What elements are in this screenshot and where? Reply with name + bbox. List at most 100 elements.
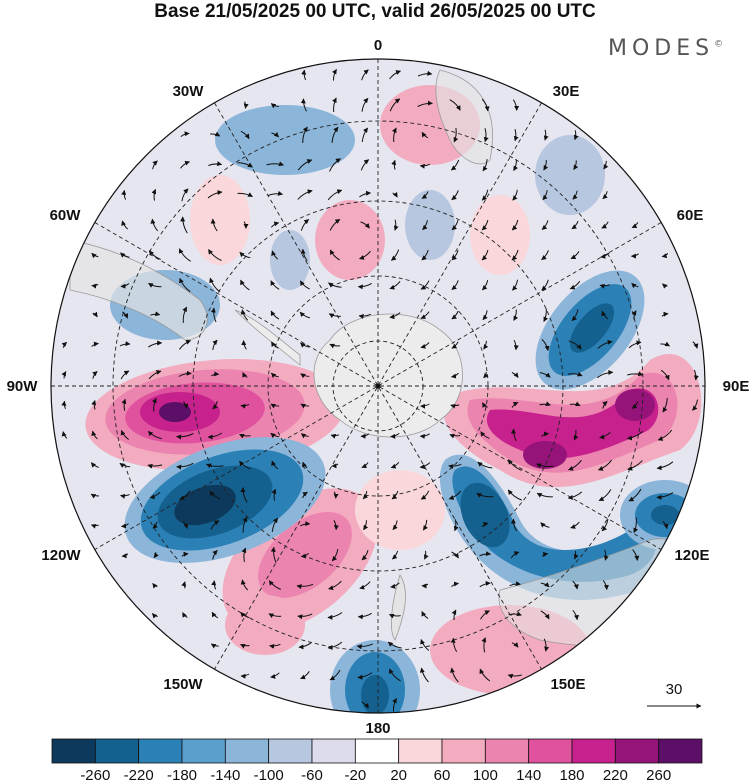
- wind-vector-arrow: [512, 99, 520, 111]
- wind-vector-arrow: [91, 252, 99, 259]
- wind-vector-arrow: [297, 613, 313, 620]
- wind-vector-arrow: [388, 668, 401, 682]
- wind-vector-arrow: [573, 550, 579, 560]
- wind-vector-arrow: [692, 341, 699, 349]
- graticule: [51, 59, 705, 713]
- modes-logo: MODES©: [608, 36, 723, 61]
- wind-vector-arrow: [297, 159, 313, 171]
- wind-vector-arrow: [391, 159, 397, 170]
- wind-vector-arrow: [361, 549, 369, 561]
- longitude-labels: 0 30E 60E 90E 120E 150E 180 150W 120W 90…: [7, 37, 750, 737]
- wind-vector-arrow: [61, 400, 67, 409]
- wind-vector-arrow: [301, 69, 307, 81]
- wind-vector-arrow: [152, 583, 158, 589]
- wind-vector-arrow: [121, 189, 127, 200]
- wind-vector-arrow: [120, 493, 130, 499]
- wind-vector-arrow: [542, 190, 548, 201]
- wind-vector-arrow: [453, 127, 459, 143]
- wind-vector-arrow: [481, 402, 488, 408]
- lon-label-30w: 30W: [173, 83, 205, 100]
- wind-vector-arrow: [151, 188, 157, 201]
- wind-vector-arrow: [541, 339, 550, 352]
- wind-vector-arrow: [451, 310, 459, 320]
- wind-vector-arrow: [536, 492, 553, 498]
- wind-vector-arrow: [508, 611, 522, 617]
- wind-vector-arrow: [631, 222, 639, 229]
- wind-vector-arrow: [599, 431, 611, 440]
- wind-vector-arrow: [359, 250, 371, 260]
- wind-vector-arrow: [389, 312, 401, 320]
- wind-vector-arrow: [361, 69, 369, 81]
- colorbar-swatch: [268, 738, 313, 764]
- wind-vector-arrow: [297, 189, 313, 200]
- wind-vector-arrow: [331, 463, 339, 469]
- wind-vector-arrow: [208, 161, 223, 166]
- wind-vector-arrow: [147, 430, 162, 440]
- wind-vector-arrow: [662, 521, 669, 530]
- wind-vector-arrow: [270, 403, 280, 409]
- wind-vector-arrow: [333, 520, 339, 531]
- colorbar-tick-label: -60: [301, 767, 323, 783]
- colorbar-swatch: [181, 738, 226, 764]
- wind-vector-arrow: [540, 522, 550, 528]
- wind-vector-arrow: [151, 613, 158, 619]
- wind-vector-arrow: [627, 460, 643, 471]
- vector-reference-key: 30: [647, 681, 702, 709]
- wind-vector-arrow: [480, 431, 490, 439]
- brand-name: MODES: [608, 36, 715, 61]
- wind-vector-arrow: [298, 642, 312, 650]
- wind-vector-arrow: [571, 220, 579, 230]
- colorbar-tick-label: -140: [210, 767, 240, 783]
- wind-vector-arrow: [476, 492, 494, 498]
- wind-vector-arrow: [270, 432, 280, 439]
- wind-vector-arrow: [510, 518, 517, 532]
- wind-vector-arrow: [176, 433, 194, 440]
- copyright-mark: ©: [714, 39, 724, 50]
- wind-vector-arrow: [207, 190, 223, 199]
- wind-vector-arrow: [421, 131, 429, 139]
- wind-vector-arrow: [270, 372, 279, 379]
- wind-vector-arrow: [330, 433, 340, 439]
- wind-vector-arrow: [300, 433, 309, 439]
- wind-vector-arrow: [630, 253, 639, 259]
- wind-vector-arrow: [180, 160, 190, 169]
- wind-vector-arrow: [243, 221, 249, 229]
- wind-vector-arrow: [210, 218, 218, 232]
- wind-vector-arrow: [92, 311, 98, 318]
- colorbar-swatch: [94, 738, 140, 764]
- wind-vector-arrow: [420, 342, 430, 349]
- wind-vector-arrow: [270, 672, 280, 679]
- wind-vector-arrow: [393, 219, 399, 231]
- wind-vector-arrow: [122, 311, 129, 319]
- lon-label-60e: 60E: [677, 207, 704, 224]
- wind-vector-arrow: [182, 612, 188, 618]
- wind-vector-arrow: [333, 491, 339, 499]
- wind-vector-arrow: [419, 667, 429, 683]
- wind-vector-arrow: [483, 128, 489, 143]
- wind-vector-arrow: [390, 461, 400, 469]
- wind-vector-arrow: [299, 280, 310, 290]
- wind-vector-arrow: [536, 463, 554, 469]
- wind-vector-arrow: [572, 190, 578, 200]
- wind-vector-arrow: [392, 520, 398, 530]
- colorbar-swatch: [311, 738, 356, 764]
- wind-vector-arrow: [240, 643, 250, 649]
- wind-vector-arrow: [570, 251, 580, 260]
- wind-vector-arrow: [358, 313, 372, 319]
- wind-vector-arrow: [120, 252, 130, 258]
- wind-vector-arrow: [239, 433, 251, 439]
- wind-vector-arrow: [451, 341, 459, 349]
- wind-vector-arrow: [572, 609, 580, 621]
- wind-vector-arrow: [601, 519, 609, 532]
- wind-vector-arrow: [451, 551, 459, 559]
- wind-vector-arrow: [121, 220, 129, 230]
- wind-vector-arrow: [270, 280, 280, 290]
- wind-vector-arrow: [240, 579, 249, 591]
- wind-vector-arrow: [389, 280, 401, 290]
- wind-vector-arrow: [662, 283, 668, 289]
- wind-vector-arrow: [332, 97, 337, 113]
- wind-vector-arrow: [481, 219, 489, 231]
- wind-vector-arrow: [512, 189, 518, 201]
- wind-vector-arrow: [627, 371, 644, 377]
- wind-vector-arrow: [507, 673, 522, 679]
